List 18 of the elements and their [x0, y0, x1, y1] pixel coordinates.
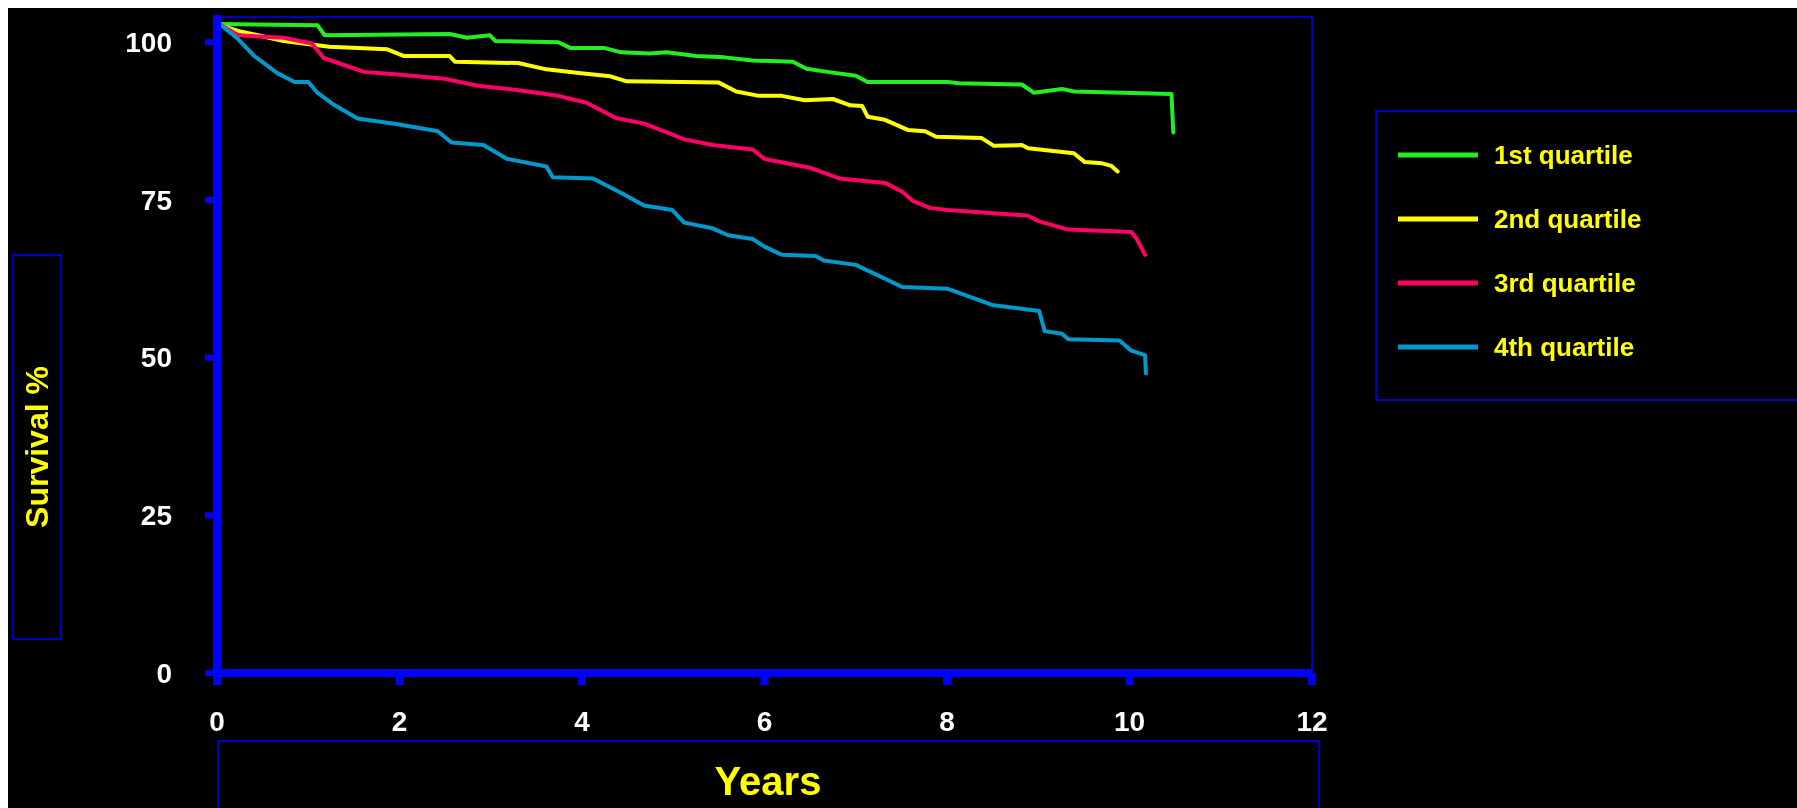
x-tick-label: 2 [391, 706, 408, 737]
x-tick-label: 8 [939, 706, 955, 737]
y-tick-label: 25 [140, 500, 172, 532]
y-axis-title: Survival % [19, 366, 56, 528]
y-tick-label: 0 [156, 657, 172, 689]
legend-label: 2nd quartile [1494, 204, 1642, 235]
legend-label: 3rd quartile [1494, 268, 1636, 299]
y-tick-label: 50 [140, 342, 172, 374]
x-tick-label: 4 [574, 706, 591, 737]
legend-label: 1st quartile [1494, 140, 1633, 171]
x-tick-label: 6 [756, 706, 773, 737]
x-tick-label: 10 [1113, 706, 1146, 737]
legend-label: 4th quartile [1494, 332, 1635, 363]
x-tick-label: 0 [209, 706, 225, 737]
x-axis-title: Years [714, 759, 822, 803]
y-tick-label: 75 [140, 184, 172, 216]
y-tick-label: 100 [125, 27, 172, 59]
x-tick-label: 12 [1296, 706, 1328, 737]
